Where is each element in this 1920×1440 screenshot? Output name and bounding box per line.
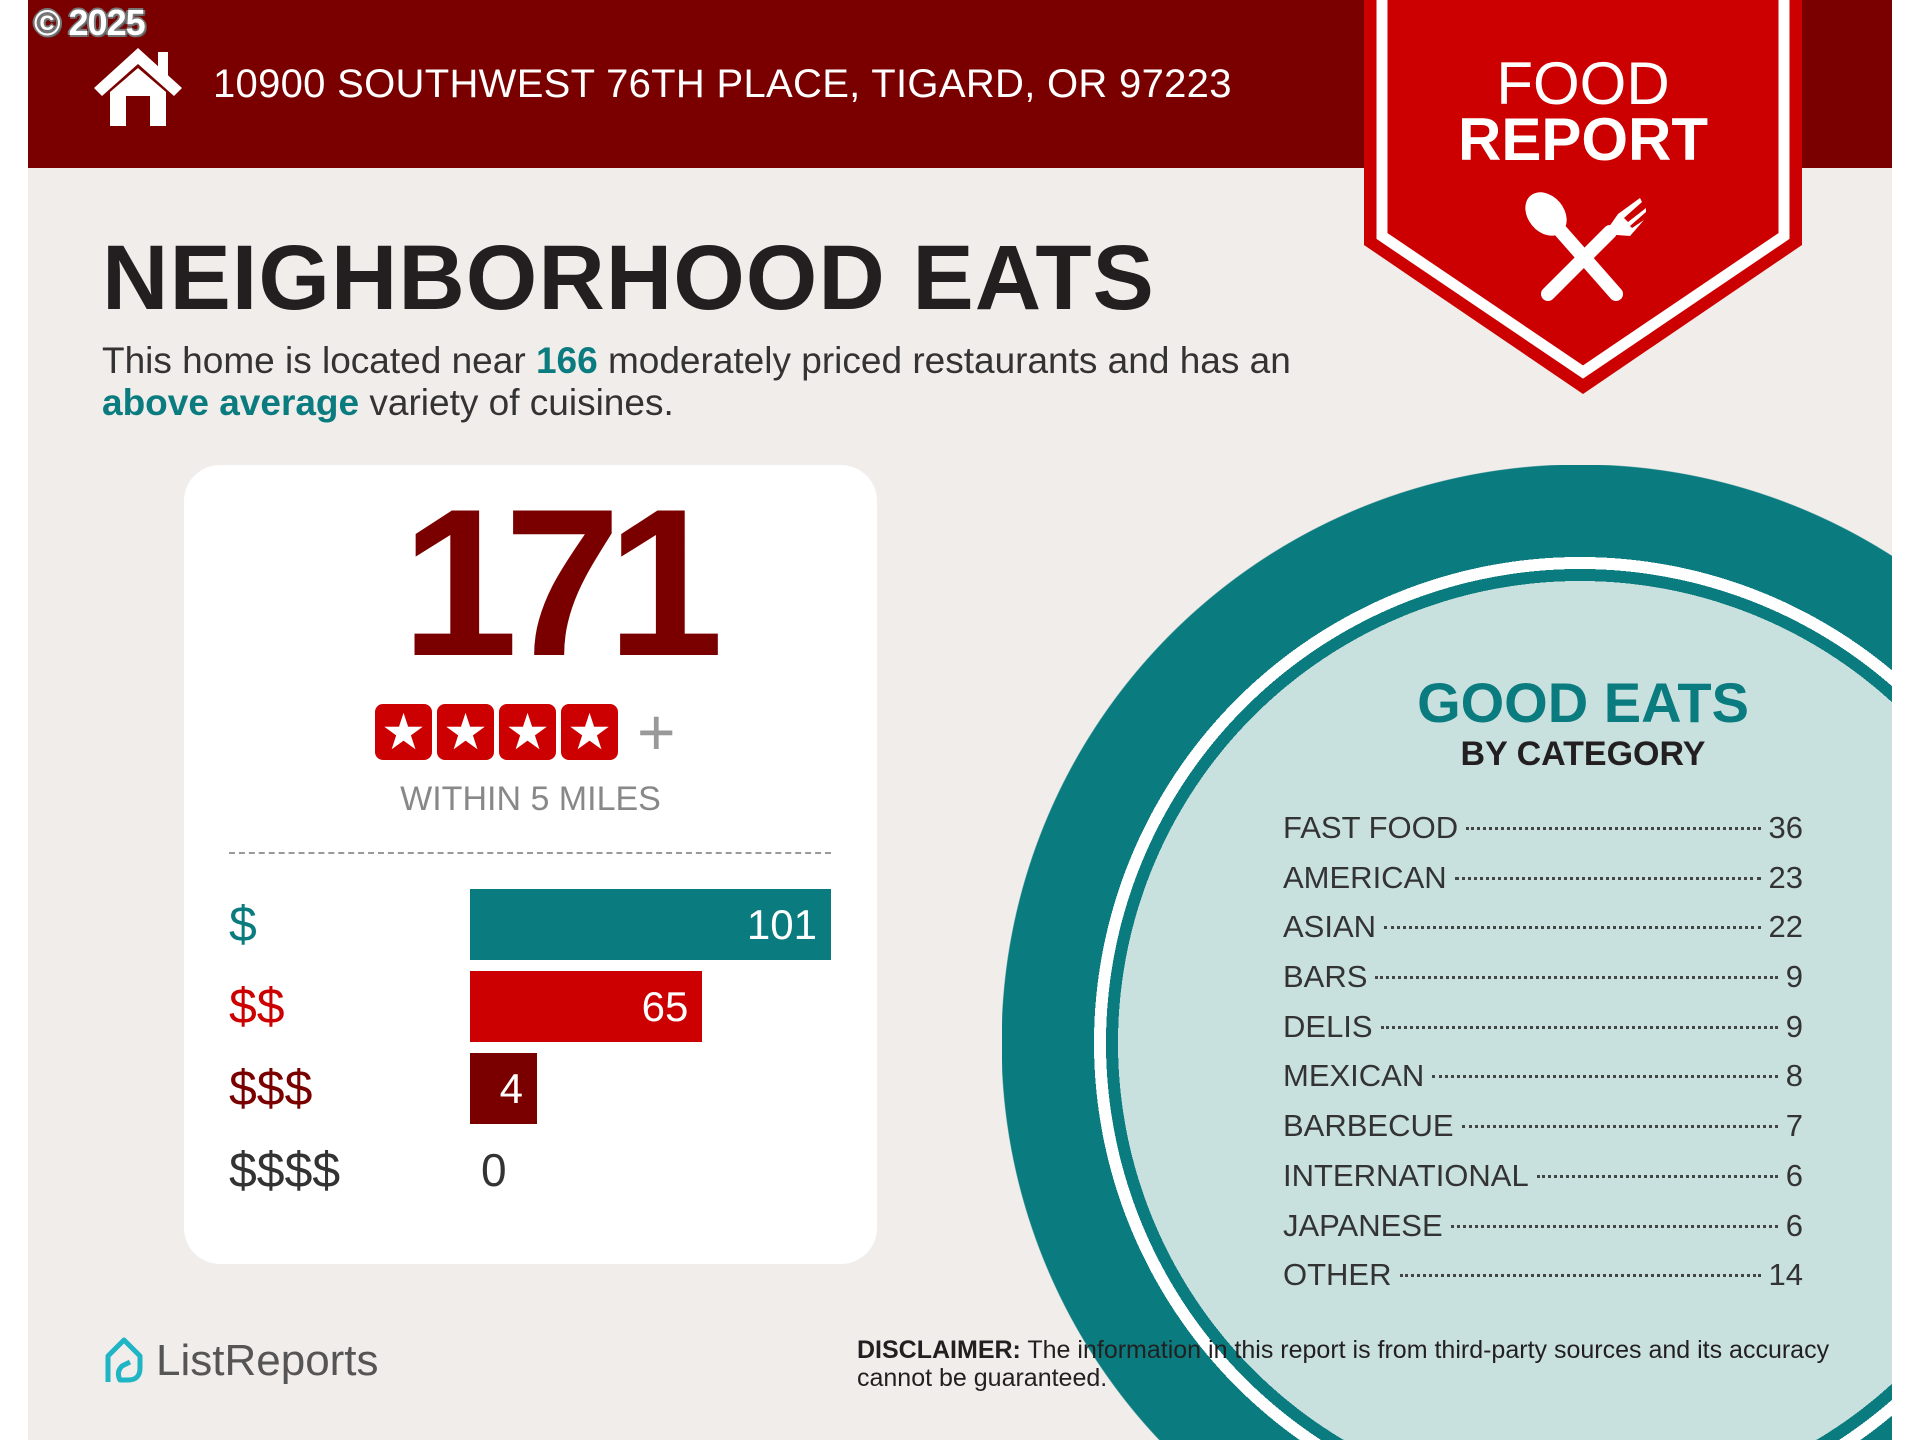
dot-leader [1432,1075,1778,1079]
good-eats-circle [1002,465,1892,1440]
category-name: AMERICAN [1283,859,1447,895]
category-item: ASIAN 22 [1283,902,1803,952]
listreports-logo-icon [105,1337,143,1383]
variety-rating: above average [102,382,360,423]
dot-leader [1450,1224,1778,1228]
dot-leader [1536,1174,1778,1178]
price-tier-label: $$$ [229,1060,313,1116]
category-name: INTERNATIONAL [1283,1157,1529,1193]
listreports-logo: ListReports [100,1336,379,1386]
price-bar-value: 0 [481,1144,507,1196]
category-name: ASIAN [1283,909,1377,945]
desc-text: variety of cuisines. [359,382,674,423]
dot-leader [1380,1025,1778,1029]
divider [229,852,831,854]
disclaimer-text: The information in this report is from t… [857,1336,1830,1392]
price-tier-label: $$$$ [229,1142,341,1198]
total-count: 171 [401,465,723,700]
category-name: JAPANESE [1283,1207,1443,1243]
summary-card [184,465,877,1264]
category-name: BARBECUE [1283,1108,1454,1144]
price-tier-label: $ [229,896,257,952]
category-name: MEXICAN [1283,1058,1425,1094]
badge-line-1: FOOD [1496,50,1670,117]
disclaimer-label: DISCLAIMER: [857,1336,1021,1364]
dot-leader [1384,926,1761,930]
price-row: $$$$ 0 [229,1135,849,1206]
star-rating: ★ ★ ★ ★ + [375,695,676,769]
dot-leader [1454,876,1761,880]
category-count: 36 [1768,810,1803,845]
category-item: OTHER 14 [1283,1250,1803,1300]
price-row: $$$ 4 [229,1053,849,1124]
property-address: 10900 SOUTHWEST 76TH PLACE, TIGARD, OR 9… [213,62,1232,106]
desc-text: This home is located near [102,340,536,381]
category-item: BARBECUE 7 [1283,1101,1803,1151]
price-row: $$ 65 [229,971,849,1042]
category-item: JAPANESE 6 [1283,1201,1803,1251]
category-item: FAST FOOD 36 [1283,803,1803,853]
category-count: 8 [1785,1058,1803,1094]
category-name: OTHER [1283,1257,1392,1293]
category-count: 22 [1768,909,1803,945]
description: This home is located near 166 moderately… [102,340,1402,424]
badge-line-2: REPORT [1457,106,1709,173]
good-eats-heading: GOOD EATS BY CATEGORY [1358,672,1808,774]
good-eats-subtitle: BY CATEGORY [1460,735,1706,773]
category-item: AMERICAN 23 [1283,853,1803,903]
category-count: 23 [1768,859,1803,895]
food-report-badge: FOOD REPORT [1364,0,1802,400]
distance-label: WITHIN 5 MILES [400,780,661,818]
disclaimer: DISCLAIMER: The information in this repo… [857,1336,1837,1392]
price-bar: 4 [470,1053,537,1124]
dot-leader [1399,1274,1761,1278]
category-name: FAST FOOD [1283,810,1459,845]
spoon-fork-icon [1525,192,1646,301]
price-bar: 101 [470,889,831,960]
category-count: 7 [1785,1108,1803,1144]
report-page: 10900 SOUTHWEST 76TH PLACE, TIGARD, OR 9… [28,0,1892,1440]
category-name: BARS [1283,959,1368,995]
restaurant-count: 166 [535,340,598,381]
category-item: INTERNATIONAL 6 [1283,1151,1803,1201]
category-name: DELIS [1283,1008,1373,1044]
price-bar-value: 101 [746,901,817,948]
price-tier-label: $$ [229,978,285,1034]
price-bar-value: 4 [499,1065,523,1112]
price-bar: 65 [470,971,703,1042]
plus-icon: + [637,695,676,769]
copyright-label: © 2025 [34,2,146,43]
logo-text: ListReports [156,1336,379,1385]
category-count: 6 [1785,1157,1803,1193]
star-icon: ★ [561,704,618,760]
category-item: BARS 9 [1283,952,1803,1002]
category-count: 14 [1768,1257,1803,1293]
category-item: DELIS 9 [1283,1002,1803,1052]
dot-leader [1461,1125,1778,1129]
house-icon [94,48,182,126]
good-eats-title: GOOD EATS [1417,671,1749,734]
page-title: NEIGHBORHOOD EATS [102,227,1155,329]
dot-leader [1466,827,1761,830]
star-icon: ★ [499,704,556,760]
category-list: FAST FOOD 36 AMERICAN 23 ASIAN 22 BARS 9 DELIS 9 M… [1283,803,1803,1300]
category-count: 9 [1785,959,1803,995]
desc-text: moderately priced restaurants and has an [597,340,1291,381]
star-icon: ★ [437,704,494,760]
category-count: 6 [1785,1207,1803,1243]
star-icon: ★ [375,704,432,760]
dot-leader [1375,976,1778,980]
category-count: 9 [1785,1008,1803,1044]
price-bar-value: 65 [641,983,689,1030]
price-row: $101 [229,889,849,960]
category-item: MEXICAN 8 [1283,1051,1803,1101]
